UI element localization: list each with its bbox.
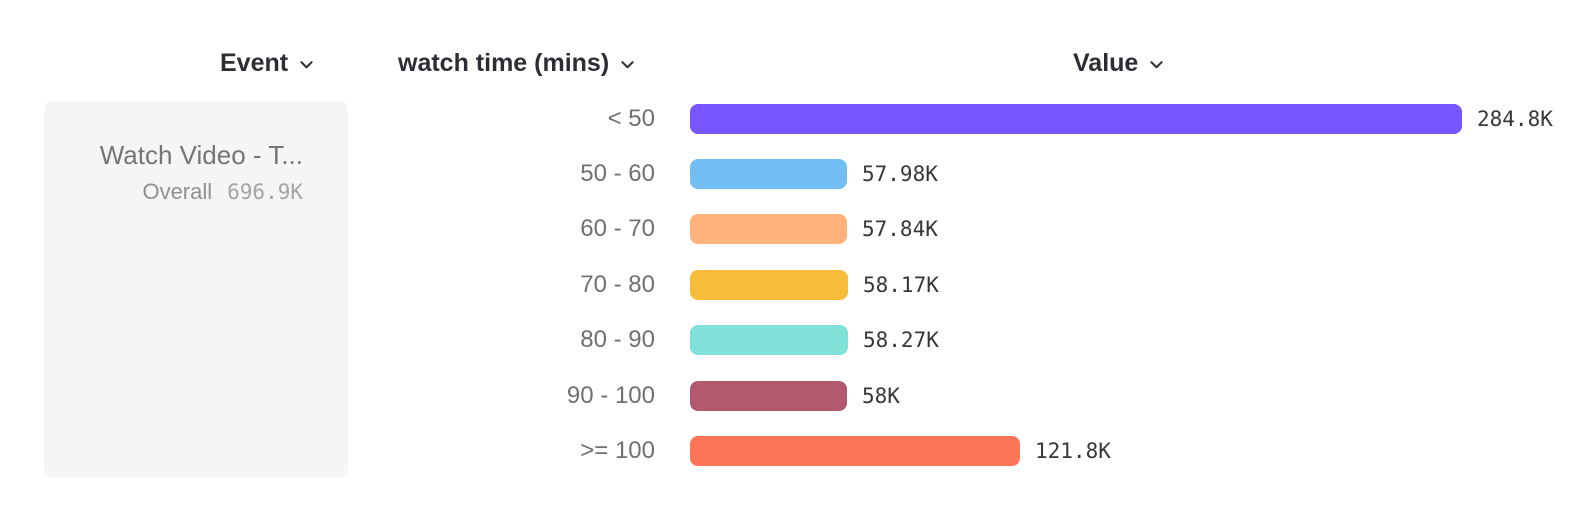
bucket-label: < 50 xyxy=(607,104,655,132)
bar-value: 58.27K xyxy=(863,328,939,353)
chart-row: 90 - 100 58K xyxy=(0,368,1592,423)
event-title: Watch Video - T... xyxy=(99,140,303,170)
bar-value: 57.84K xyxy=(862,217,938,242)
column-header-event-label: Event xyxy=(220,48,289,77)
chart-row: 50 - 60 57.98K xyxy=(0,146,1592,201)
bar-track: 58.27K xyxy=(690,325,1592,356)
chart-row: 80 - 90 58.27K xyxy=(0,313,1592,368)
bar-track: 58K xyxy=(690,380,1592,411)
bucket-label: 60 - 70 xyxy=(580,215,655,243)
chart-row: 60 - 70 57.84K xyxy=(0,202,1592,257)
column-header-event[interactable]: Event xyxy=(220,48,315,78)
bar-track: 284.8K xyxy=(690,103,1592,134)
bar-segment[interactable] xyxy=(690,380,847,411)
bar-segment[interactable] xyxy=(690,103,1462,134)
event-card[interactable]: Watch Video - T... Overall 696.9K xyxy=(44,101,348,477)
event-overall-row: Overall 696.9K xyxy=(64,179,303,205)
chevron-down-icon xyxy=(298,56,315,73)
bucket-label: >= 100 xyxy=(580,437,655,465)
bar-chart: < 50 284.8K 50 - 60 57.98K 60 - 70 57.84… xyxy=(0,91,1592,479)
overall-label: Overall xyxy=(142,179,213,204)
chart-row: 70 - 80 58.17K xyxy=(0,257,1592,312)
chevron-down-icon xyxy=(619,56,636,73)
bar-track: 58.17K xyxy=(690,269,1592,300)
bar-value: 58.17K xyxy=(863,272,939,297)
bucket-label: 90 - 100 xyxy=(566,381,655,409)
bar-segment[interactable] xyxy=(690,159,847,190)
chart-row: >= 100 121.8K xyxy=(0,423,1592,478)
bar-value: 58K xyxy=(862,383,900,408)
bar-segment[interactable] xyxy=(690,325,848,356)
overall-value: 696.9K xyxy=(227,180,303,204)
bar-value: 284.8K xyxy=(1477,106,1553,131)
column-header-value-label: Value xyxy=(1073,48,1139,77)
chart-row: < 50 284.8K xyxy=(0,91,1592,146)
bar-segment[interactable] xyxy=(690,214,847,245)
column-header-breakdown-label: watch time (mins) xyxy=(398,48,610,77)
bar-segment[interactable] xyxy=(690,269,848,300)
bar-track: 57.84K xyxy=(690,214,1592,245)
bar-value: 57.98K xyxy=(862,162,938,187)
bar-segment[interactable] xyxy=(690,436,1020,467)
column-header-breakdown[interactable]: watch time (mins) xyxy=(398,48,636,78)
bar-value: 121.8K xyxy=(1035,439,1111,464)
bucket-label: 80 - 90 xyxy=(580,326,655,354)
chevron-down-icon xyxy=(1148,56,1165,73)
column-header-value[interactable]: Value xyxy=(1073,48,1165,78)
bucket-label: 50 - 60 xyxy=(580,160,655,188)
bar-track: 57.98K xyxy=(690,159,1592,190)
bar-track: 121.8K xyxy=(690,436,1592,467)
bucket-label: 70 - 80 xyxy=(580,270,655,298)
